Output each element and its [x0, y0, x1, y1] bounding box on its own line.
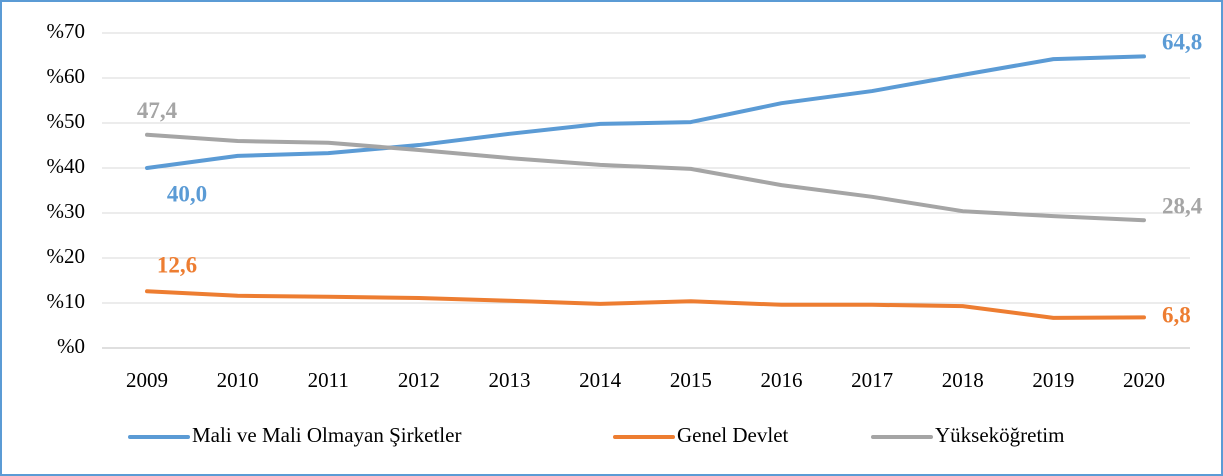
- x-tick-label: 2015: [670, 368, 712, 392]
- x-tick-label: 2012: [398, 368, 440, 392]
- y-tick-label: %30: [47, 199, 86, 223]
- y-tick-label: %10: [47, 289, 86, 313]
- x-tick-label: 2009: [126, 368, 168, 392]
- series-line: [145, 289, 1146, 320]
- x-tick-label: 2014: [579, 368, 622, 392]
- value-label: 6,8: [1162, 303, 1191, 328]
- value-label: 28,4: [1162, 193, 1203, 218]
- y-tick-label: %50: [47, 109, 86, 133]
- value-label: 40,0: [167, 181, 207, 206]
- y-tick-label: %20: [47, 244, 86, 268]
- series-line: [145, 54, 1146, 170]
- x-tick-label: 2020: [1123, 368, 1165, 392]
- legend-label: Genel Devlet: [677, 423, 789, 447]
- x-tick-label: 2013: [489, 368, 531, 392]
- y-tick-label: %0: [57, 334, 85, 358]
- y-tick-label: %70: [47, 19, 86, 43]
- y-tick-label: %60: [47, 64, 86, 88]
- value-label: 64,8: [1162, 30, 1202, 55]
- value-label: 47,4: [137, 98, 178, 123]
- x-tick-label: 2019: [1032, 368, 1074, 392]
- x-tick-label: 2016: [760, 368, 802, 392]
- series-line: [145, 132, 1146, 223]
- legend-label: Yükseköğretim: [935, 423, 1064, 447]
- x-tick-label: 2018: [942, 368, 984, 392]
- x-tick-label: 2010: [217, 368, 259, 392]
- x-tick-label: 2017: [851, 368, 893, 392]
- legend-label: Mali ve Mali Olmayan Şirketler: [192, 423, 461, 447]
- x-tick-label: 2011: [308, 368, 349, 392]
- value-label: 12,6: [157, 253, 197, 278]
- y-tick-label: %40: [47, 154, 86, 178]
